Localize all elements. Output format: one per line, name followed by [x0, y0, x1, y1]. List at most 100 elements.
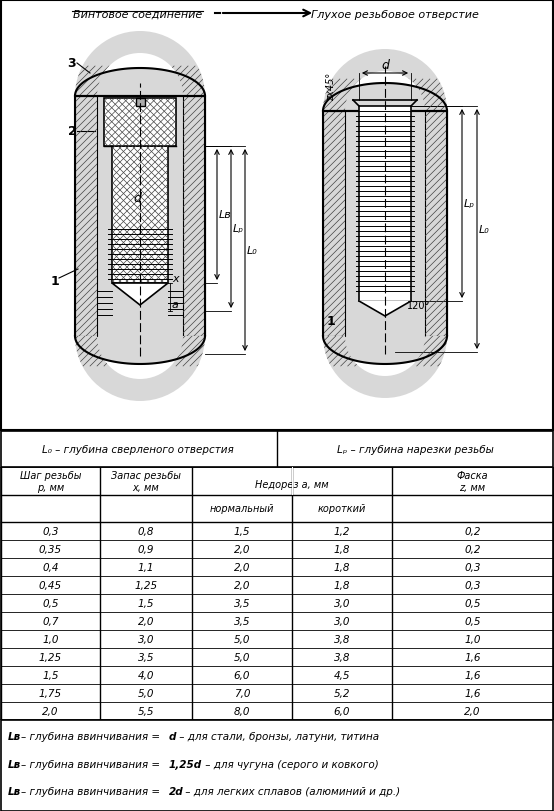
Text: 0,2: 0,2 [464, 544, 481, 554]
Polygon shape [75, 69, 205, 97]
Text: 1,2: 1,2 [334, 526, 350, 536]
Bar [425, 112, 447, 337]
Bar [75, 97, 205, 337]
Text: короткий: короткий [318, 504, 366, 513]
Text: 5,5: 5,5 [138, 706, 154, 716]
Wedge shape [140, 32, 205, 97]
Wedge shape [385, 50, 447, 112]
Text: 1,0: 1,0 [464, 634, 481, 644]
Text: 6,0: 6,0 [234, 670, 250, 680]
Text: L₀: L₀ [247, 246, 258, 255]
Text: 1,8: 1,8 [334, 580, 350, 590]
Text: 1,6: 1,6 [464, 652, 481, 662]
Text: 0,35: 0,35 [39, 544, 62, 554]
Text: 3,5: 3,5 [234, 598, 250, 608]
Text: – глубина ввинчивания =: – глубина ввинчивания = [21, 786, 163, 796]
Text: 6,0: 6,0 [334, 706, 350, 716]
Text: Шаг резьбы
p, мм: Шаг резьбы p, мм [20, 470, 81, 492]
Wedge shape [75, 337, 140, 401]
Text: 3,8: 3,8 [334, 634, 350, 644]
Text: 3,5: 3,5 [234, 616, 250, 626]
Text: 0,3: 0,3 [42, 526, 59, 536]
Text: 1,8: 1,8 [334, 544, 350, 554]
Text: 2,0: 2,0 [234, 580, 250, 590]
Text: Lₚ – глубина нарезки резьбы: Lₚ – глубина нарезки резьбы [337, 444, 494, 454]
Text: L₀ – глубина сверленого отверстия: L₀ – глубина сверленого отверстия [42, 444, 234, 454]
Text: 5,0: 5,0 [138, 688, 154, 697]
Text: – для стали, бронзы, латуни, титина: – для стали, бронзы, латуни, титина [176, 732, 378, 741]
Text: 1,1: 1,1 [138, 562, 154, 572]
Text: 5,2: 5,2 [334, 688, 350, 697]
Text: 1,0: 1,0 [42, 634, 59, 644]
Polygon shape [323, 337, 447, 364]
Text: 1,6: 1,6 [464, 688, 481, 697]
Text: zx45°: zx45° [326, 73, 336, 101]
Text: Запас резьбы
x, мм: Запас резьбы x, мм [111, 470, 181, 492]
Bar [104, 99, 176, 147]
Wedge shape [323, 50, 385, 112]
Wedge shape [385, 337, 447, 398]
Text: 1,25: 1,25 [39, 652, 62, 662]
Wedge shape [323, 337, 385, 398]
Bar [323, 112, 345, 337]
Wedge shape [75, 32, 140, 97]
Text: 1,5: 1,5 [42, 670, 59, 680]
Text: 4,5: 4,5 [334, 670, 350, 680]
Polygon shape [112, 284, 168, 306]
Bar [359, 107, 411, 302]
Text: 0,4: 0,4 [42, 562, 59, 572]
Text: Lв: Lв [8, 732, 21, 741]
Text: – глубина ввинчивания =: – глубина ввинчивания = [21, 758, 163, 769]
Text: Lв: Lв [8, 758, 21, 769]
Polygon shape [323, 84, 447, 112]
Text: 1,5: 1,5 [234, 526, 250, 536]
Polygon shape [359, 302, 411, 316]
Text: 0,3: 0,3 [464, 562, 481, 572]
Text: 5,0: 5,0 [234, 634, 250, 644]
Text: 2: 2 [68, 126, 76, 139]
Text: 3,0: 3,0 [334, 598, 350, 608]
Text: d: d [381, 59, 389, 72]
Text: a: a [172, 299, 179, 310]
Text: – для легких сплавов (алюминий и др.): – для легких сплавов (алюминий и др.) [182, 786, 400, 796]
Text: 0,5: 0,5 [464, 616, 481, 626]
Text: 2d: 2d [169, 786, 183, 796]
Text: 7,0: 7,0 [234, 688, 250, 697]
Bar [291, 466, 293, 495]
Text: 3,0: 3,0 [138, 634, 154, 644]
Text: Винтовое соединение: Винтовое соединение [73, 10, 203, 20]
Text: 0,8: 0,8 [138, 526, 154, 536]
Text: Lₚ: Lₚ [233, 224, 244, 234]
Bar [323, 112, 447, 337]
Text: 2,0: 2,0 [234, 562, 250, 572]
Bar [75, 97, 97, 337]
Text: 1,25: 1,25 [135, 580, 157, 590]
Text: Lв: Lв [219, 210, 232, 221]
Text: 3: 3 [68, 58, 76, 71]
Text: 2,0: 2,0 [138, 616, 154, 626]
Text: 0,9: 0,9 [138, 544, 154, 554]
Text: Недорез a, мм: Недорез a, мм [255, 479, 329, 490]
Text: 3,8: 3,8 [334, 652, 350, 662]
Text: 4,0: 4,0 [138, 670, 154, 680]
Text: Lв: Lв [8, 786, 21, 796]
Text: Фаска
z, мм: Фаска z, мм [456, 470, 488, 492]
Text: 1,25d: 1,25d [169, 758, 202, 769]
Text: 0,5: 0,5 [42, 598, 59, 608]
Text: 1,75: 1,75 [39, 688, 62, 697]
Bar [112, 147, 168, 284]
Text: 1: 1 [50, 275, 59, 288]
Text: – для чугуна (серого и ковкого): – для чугуна (серого и ковкого) [202, 758, 378, 769]
Text: 0,2: 0,2 [464, 526, 481, 536]
Text: 0,45: 0,45 [39, 580, 62, 590]
Text: 2,0: 2,0 [464, 706, 481, 716]
Text: 1,6: 1,6 [464, 670, 481, 680]
Text: d: d [133, 191, 141, 204]
Text: 5,0: 5,0 [234, 652, 250, 662]
Text: 2,0: 2,0 [234, 544, 250, 554]
Text: 3,0: 3,0 [334, 616, 350, 626]
Polygon shape [75, 337, 205, 364]
Wedge shape [140, 337, 205, 401]
Text: 0,7: 0,7 [42, 616, 59, 626]
Text: 2,0: 2,0 [42, 706, 59, 716]
